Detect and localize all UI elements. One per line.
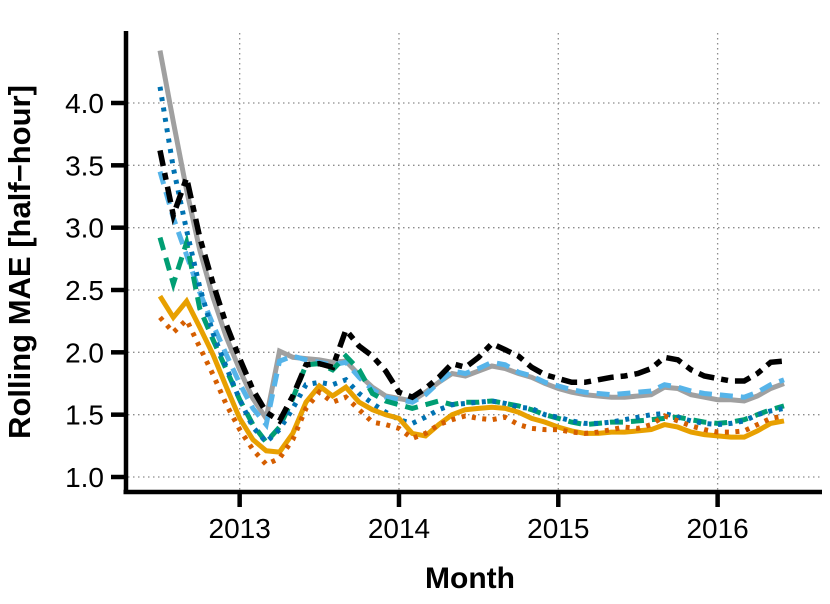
y-tick-label: 4.0 [65,88,104,119]
y-tick-label: 3.0 [65,213,104,244]
tick-labels: 2013 2014 2015 2016 1.0 1.5 2.0 2.5 3.0 3.5 4.0 [65,88,749,544]
gridlines [128,33,822,490]
y-tick-label: 3.5 [65,150,104,181]
axes [111,31,822,507]
series-line-vermillion-dotted [158,315,785,468]
series-line-skyblue-dashed [157,170,785,431]
x-axis-title: Month [425,562,515,595]
x-tick-label: 2014 [368,513,430,544]
x-tick-label: 2013 [209,513,271,544]
series-line-black-longdash [157,149,785,425]
chart-series [157,50,785,468]
x-tick-label: 2016 [686,513,748,544]
series-line-blue-dotted [157,86,785,446]
x-tick-label: 2015 [527,513,589,544]
y-tick-label: 2.5 [65,275,104,306]
y-tick-label: 1.0 [65,462,104,493]
y-tick-label: 1.5 [65,400,104,431]
y-axis-title: Rolling MAE [half−hour] [2,85,37,439]
series-line-amber-solid [157,294,785,455]
y-tick-label: 2.0 [65,337,104,368]
